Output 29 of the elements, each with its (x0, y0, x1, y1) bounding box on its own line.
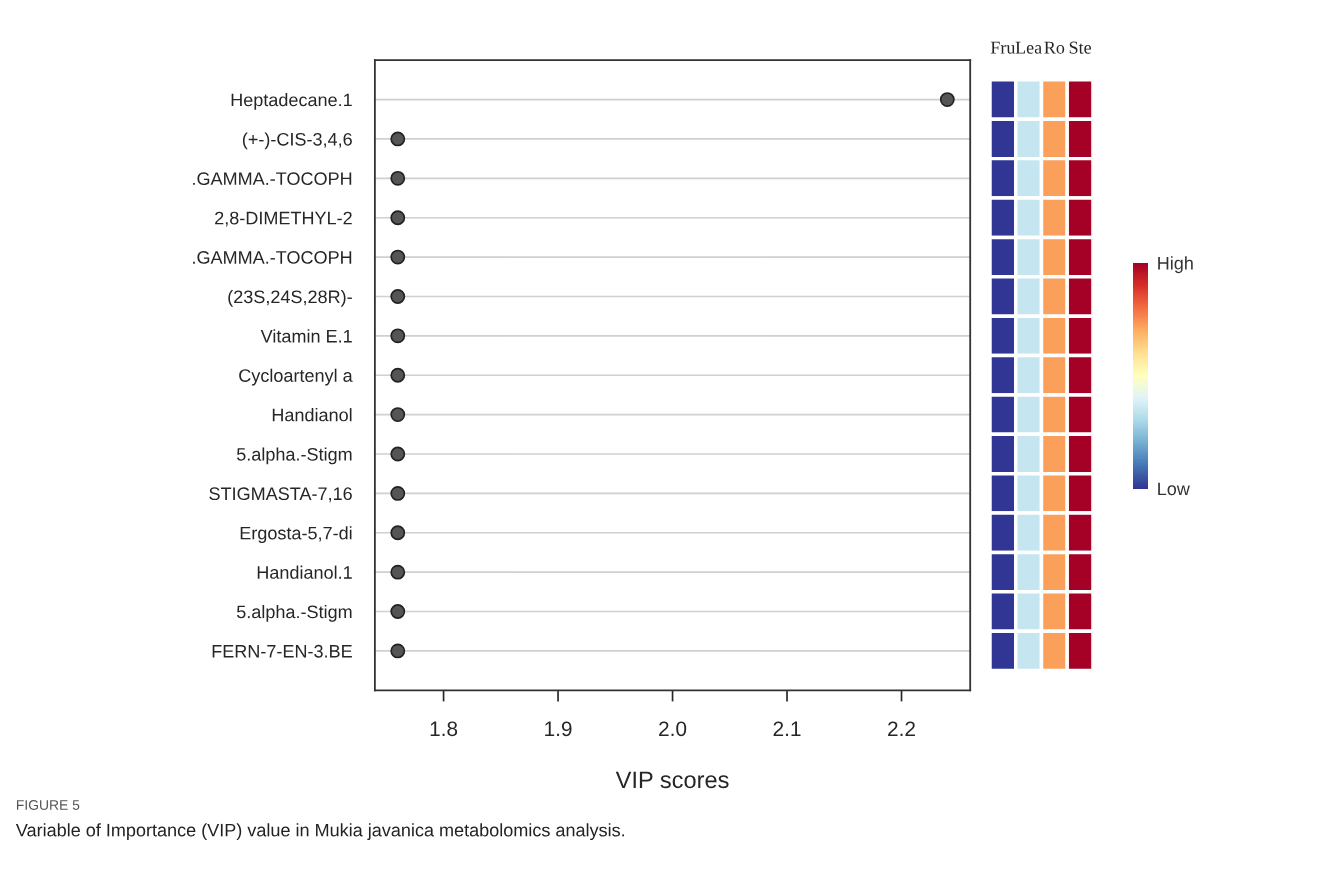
x-tick-label: 2.1 (773, 721, 801, 736)
x-tick-label: 2.2 (888, 721, 915, 736)
y-tick-label: Ergosta-5,7-di (240, 526, 352, 544)
y-tick-label: .GAMMA.-TOCOPH (193, 172, 352, 186)
x-tick-label: Ste (1069, 41, 1091, 54)
color-bar-label: High (1158, 256, 1193, 274)
y-tick-label: 2,8-DIMETHYL-2 (215, 211, 352, 227)
color-bar-label: Low (1158, 482, 1190, 496)
text: Variable of Importance (VIP) value in Mukia javanica metabolomics analysis. (15, 823, 625, 841)
x-tick-label: Lea (1015, 41, 1042, 54)
y-tick-label: Vitamin E.1 (260, 329, 352, 343)
y-tick-label: (+-)-CIS-3,4,6 (242, 132, 352, 150)
y-tick-label: STIGMASTA-7,16 (209, 487, 352, 503)
y-tick-label: Handianol (272, 408, 352, 422)
x-axis-title: VIP scores (615, 771, 729, 789)
y-tick-label: 5.alpha.-Stigm (236, 604, 352, 622)
y-tick-label: (23S,24S,28R)- (228, 289, 352, 307)
y-tick-label: 5.alpha.-Stigm (236, 447, 352, 465)
x-tick-label: 1.8 (430, 721, 458, 737)
x-tick-label: Ro (1044, 41, 1065, 54)
x-tick-label: Fru (990, 41, 1016, 54)
y-tick-label: FERN-7-EN-3.BE (212, 644, 352, 658)
caption: FIGURE 5 (16, 800, 80, 810)
y-tick-label: .GAMMA.-TOCOPH (193, 251, 352, 264)
x-tick-label: 2.0 (659, 721, 687, 737)
y-tick-label: Cycloartenyl a (239, 368, 353, 386)
y-tick-label: Handianol.1 (257, 565, 352, 579)
y-tick-label: Heptadecane.1 (231, 93, 352, 110)
x-tick-label: 1.9 (545, 721, 572, 737)
